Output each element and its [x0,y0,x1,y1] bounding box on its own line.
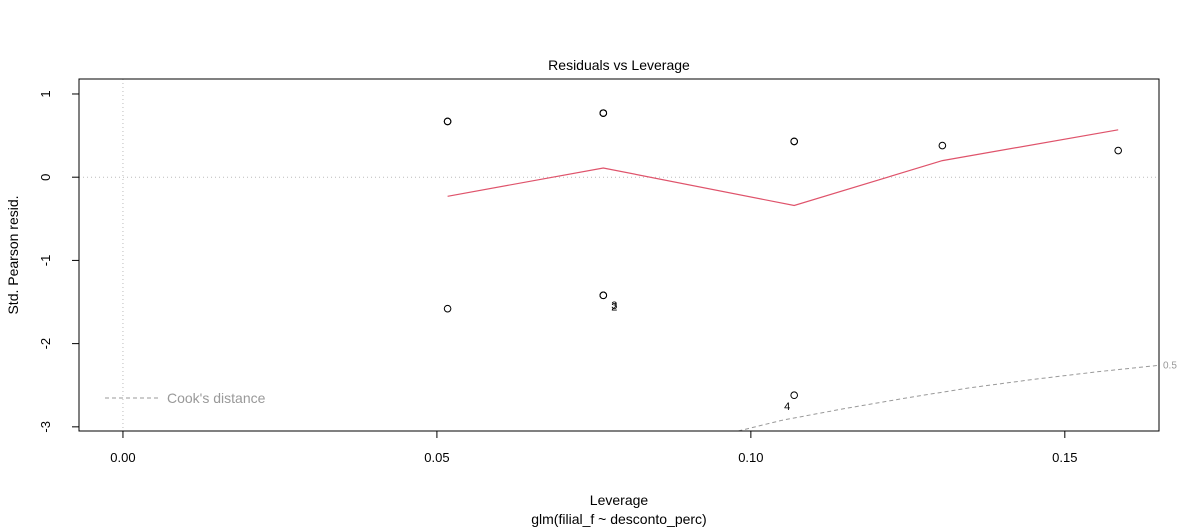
y-axis-tick-label: -2 [38,338,53,350]
y-axis-tick-label: 1 [38,90,53,97]
chart-title: Residuals vs Leverage [548,57,690,73]
legend: Cook's distance [105,390,266,406]
data-point [443,304,452,313]
y-axis-label: Std. Pearson resid. [5,195,21,314]
y-axis-tick-label: -1 [38,255,53,267]
data-point [790,391,798,400]
point-label: 4 [784,401,790,413]
cooks-distance-line [738,364,1159,431]
point-label: 2 [611,301,617,313]
y-axis-tick-label: -3 [38,421,53,433]
x-axis-tick-label: 0.15 [1052,450,1077,465]
legend-cooks-label: Cook's distance [167,390,266,406]
cooks-distance-level-label: 0.5 [1163,360,1177,371]
data-point [938,141,947,150]
chart-subtitle: glm(filial_f ~ desconto_perc) [531,511,706,527]
data-point [599,291,608,300]
data-point [790,137,798,146]
point-label: 3 [611,300,617,312]
x-axis-label: Leverage [590,492,649,508]
x-axis-tick-label: 0.05 [424,450,449,465]
data-point [1114,146,1122,155]
data-point [599,109,608,117]
smoother-line [447,129,1119,207]
x-axis: 0.00 0.05 0.10 0.15 [110,430,1077,465]
x-axis-tick-label: 0.00 [110,450,135,465]
points-layer: 23 4 [443,109,1122,413]
y-axis: 1 0 -1 -2 -3 [38,90,80,433]
x-axis-tick-label: 0.10 [738,450,763,465]
plot-frame [78,78,1160,432]
smoother-layer [447,129,1119,207]
y-axis-tick-label: 0 [38,174,53,181]
cooks-distance-layer: 0.5 [738,360,1177,431]
data-point [443,117,452,126]
reference-lines [79,79,1159,431]
